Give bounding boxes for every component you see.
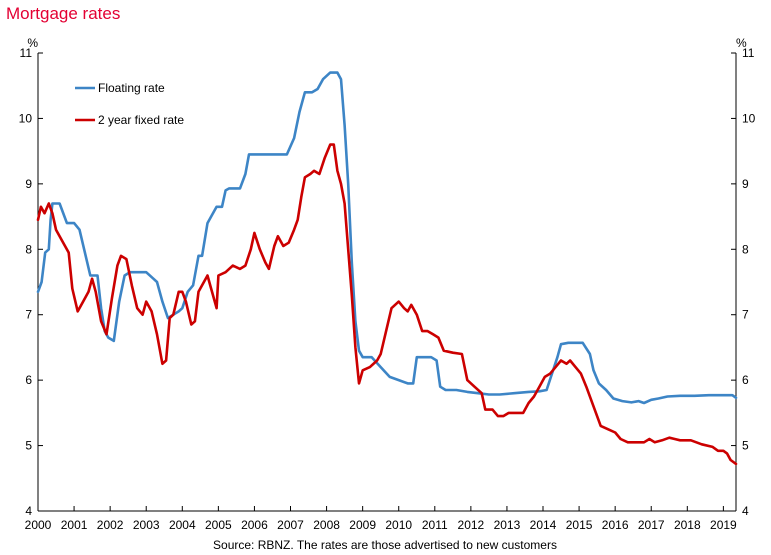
x-tick-label: 2010 — [385, 518, 412, 532]
legend-label-floating: Floating rate — [98, 81, 165, 95]
floating-rate-line — [36, 71, 738, 405]
x-tick-label: 2002 — [97, 518, 124, 532]
x-tick-label: 2012 — [458, 518, 485, 532]
chart-series — [36, 71, 738, 466]
axis-ticks: % % 4 4 5 5 6 6 7 7 8 8 9 9 10 10 11 11 2000 2001 2002 2003 20… — [19, 36, 756, 532]
y-tick-label-left: 11 — [20, 46, 33, 60]
y-tick-label-left: 7 — [25, 308, 32, 322]
chart-legend: Floating rate 2 year fixed rate — [75, 81, 184, 127]
y-tick-label-right: 7 — [742, 308, 749, 322]
source-note: Source: RBNZ. The rates are those advert… — [213, 538, 557, 552]
x-tick-label: 2006 — [241, 518, 268, 532]
x-tick-label: 2016 — [602, 518, 629, 532]
x-tick-label: 2008 — [313, 518, 340, 532]
y-tick-label-left: 8 — [25, 242, 32, 256]
x-tick-label: 2000 — [25, 518, 52, 532]
y-tick-label-right: 10 — [742, 111, 756, 125]
x-tick-label: 2005 — [205, 518, 232, 532]
x-tick-label: 2009 — [349, 518, 376, 532]
x-tick-label: 2018 — [674, 518, 701, 532]
x-tick-label: 2014 — [530, 518, 557, 532]
y-tick-label-left: 10 — [19, 111, 33, 125]
chart-axes — [37, 53, 737, 512]
x-tick-label: 2011 — [422, 518, 448, 532]
x-tick-label: 2019 — [710, 518, 737, 532]
y-tick-label-right: 11 — [742, 46, 755, 60]
x-tick-label: 2015 — [566, 518, 593, 532]
x-tick-label: 2001 — [61, 518, 88, 532]
y-tick-label-right: 5 — [742, 439, 749, 453]
fixed-rate-line — [36, 143, 738, 466]
y-unit-right: % — [736, 36, 747, 50]
y-tick-label-right: 4 — [742, 504, 749, 518]
x-tick-label: 2017 — [638, 518, 665, 532]
y-tick-label-left: 4 — [25, 504, 32, 518]
chart-title: Mortgage rates — [6, 4, 121, 23]
x-tick-label: 2013 — [494, 518, 521, 532]
x-tick-label: 2003 — [133, 518, 160, 532]
x-tick-label: 2004 — [169, 518, 196, 532]
legend-label-fixed: 2 year fixed rate — [98, 113, 184, 127]
y-tick-label-right: 6 — [742, 373, 749, 387]
y-unit-left: % — [27, 36, 38, 50]
x-tick-label: 2007 — [277, 518, 304, 532]
y-tick-label-right: 9 — [742, 177, 749, 191]
y-tick-label-left: 6 — [25, 373, 32, 387]
y-tick-label-left: 5 — [25, 439, 32, 453]
y-tick-label-left: 9 — [25, 177, 32, 191]
y-tick-label-right: 8 — [742, 242, 749, 256]
